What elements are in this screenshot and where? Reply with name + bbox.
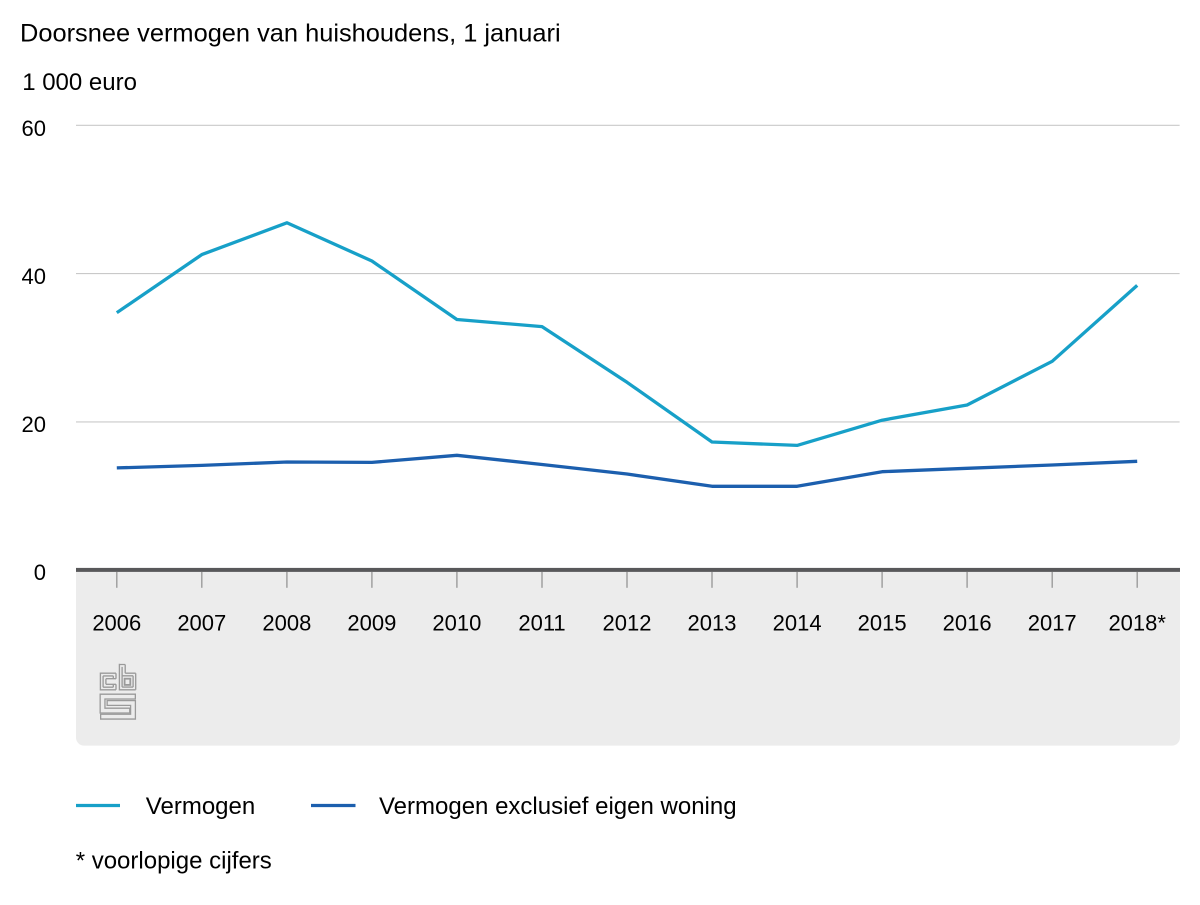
svg-text:Vermogen exclusief eigen wonin: Vermogen exclusief eigen woning bbox=[379, 793, 737, 820]
svg-text:Doorsnee vermogen van huishoud: Doorsnee vermogen van huishoudens, 1 jan… bbox=[20, 20, 561, 48]
svg-text:2018*: 2018* bbox=[1108, 610, 1166, 635]
svg-text:1 000 euro: 1 000 euro bbox=[22, 69, 137, 96]
svg-text:* voorlopige cijfers: * voorlopige cijfers bbox=[76, 848, 272, 875]
svg-text:2016: 2016 bbox=[943, 610, 992, 635]
svg-text:2017: 2017 bbox=[1028, 610, 1077, 635]
svg-text:40: 40 bbox=[22, 264, 46, 289]
svg-text:2007: 2007 bbox=[177, 610, 226, 635]
svg-text:2006: 2006 bbox=[92, 610, 141, 635]
svg-text:2015: 2015 bbox=[858, 610, 907, 635]
svg-text:Vermogen: Vermogen bbox=[146, 793, 255, 820]
svg-text:20: 20 bbox=[22, 412, 46, 437]
svg-text:2012: 2012 bbox=[603, 610, 652, 635]
svg-text:2009: 2009 bbox=[347, 610, 396, 635]
svg-text:60: 60 bbox=[22, 116, 46, 141]
svg-text:2013: 2013 bbox=[688, 610, 737, 635]
svg-text:2008: 2008 bbox=[262, 610, 311, 635]
svg-text:2011: 2011 bbox=[518, 610, 565, 635]
svg-text:2014: 2014 bbox=[773, 610, 822, 635]
svg-text:0: 0 bbox=[34, 560, 46, 585]
svg-text:2010: 2010 bbox=[432, 610, 481, 635]
